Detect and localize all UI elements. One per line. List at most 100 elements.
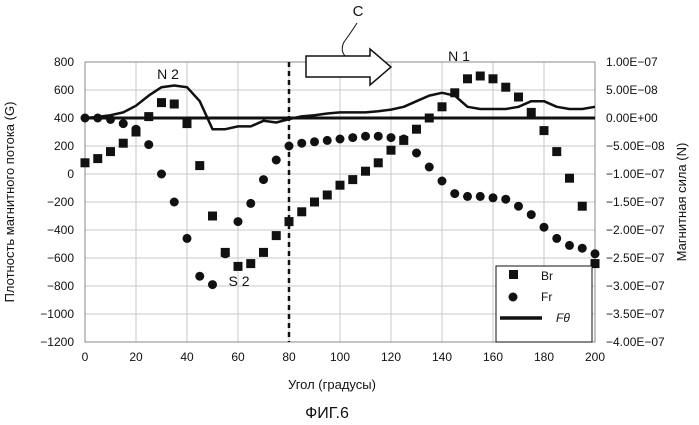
y-tick-label: −1200 [40,335,74,349]
br-point [425,114,434,123]
br-point [450,88,459,97]
br-point [387,146,396,155]
fr-point [540,223,549,232]
y2-tick-label: −1.50E−07 [606,195,665,209]
y2-tick-label: −3.00E−07 [606,279,665,293]
fr-point [81,114,90,123]
br-point [144,112,153,121]
x-tick-label: 60 [231,350,245,364]
y2-tick-label: −4.00E−07 [606,335,665,349]
br-point [81,158,90,167]
fr-point [412,149,421,158]
br-point [463,74,472,83]
x-tick-label: 80 [282,350,296,364]
fr-point [144,140,153,149]
legend: Br Fr Fθ [496,266,592,342]
br-point [234,262,243,271]
fr-point [591,249,600,258]
fr-point [259,175,268,184]
x-tick-label: 20 [129,350,143,364]
br-point [361,167,370,176]
br-point [93,154,102,163]
fr-point [450,189,459,198]
fr-point [476,192,485,201]
fr-point [234,217,243,226]
br-point [195,161,204,170]
fr-point [297,139,306,148]
fr-point [438,177,447,186]
fr-point [348,133,357,142]
br-point [246,259,255,268]
y-tick-label: −400 [47,223,74,237]
annotation-c: C [353,3,364,20]
y-tick-label: −1000 [40,307,74,321]
br-point [336,181,345,190]
fr-point [425,163,434,172]
fr-point [272,156,281,165]
fr-point [208,280,217,289]
fr-point [221,249,230,258]
br-point [170,100,179,109]
fr-point [527,210,536,219]
fr-point [323,136,332,145]
fr-point [183,234,192,243]
br-point [348,175,357,184]
fr-point [170,198,179,207]
annotation-s2: S 2 [228,273,249,289]
fr-point [132,125,141,134]
y-axis-label: Плотность магнитного потока (G) [2,102,17,303]
br-point [310,198,319,207]
y-tick-labels: 8006004002000−200−400−600−800−1000−1200 [40,55,74,349]
x-tick-label: 160 [483,350,503,364]
br-point [208,212,217,221]
fr-point [119,119,128,128]
br-point [106,147,115,156]
br-point [565,174,574,183]
legend-ftheta-label: Fθ [556,311,570,325]
fr-point [374,132,383,141]
direction-arrow [306,49,391,85]
fr-point [514,202,523,211]
y2-tick-labels: 1.00E−075.00E−080.00E+00−5.00E−08−1.00E−… [606,55,665,349]
br-point [489,74,498,83]
br-point [259,248,268,257]
fr-point [552,234,561,243]
figure-caption: ФИГ.6 [305,405,349,422]
y2-tick-label: 0.00E+00 [606,111,658,125]
br-point [540,126,549,135]
y2-tick-label: −2.00E−07 [606,223,665,237]
x-tick-label: 40 [180,350,194,364]
annotation-n1: N 1 [448,48,470,64]
y2-tick-label: −1.00E−07 [606,167,665,181]
y-tick-label: −800 [47,279,74,293]
fr-point [578,244,587,253]
x-tick-label: 120 [381,350,401,364]
br-point [323,191,332,200]
x-tick-label: 180 [534,350,554,364]
y2-axis-label: Магнитная сила (N) [674,143,689,262]
fr-point [565,241,574,250]
y2-tick-label: 5.00E−08 [606,83,658,97]
fr-point [361,132,370,141]
arrow-leader [342,23,357,56]
annotation-n2: N 2 [157,66,179,82]
y-tick-label: −200 [47,195,74,209]
x-axis-label: Угол (градусы) [288,377,376,392]
fr-point [463,192,472,201]
fr-point [387,133,396,142]
br-point [157,98,166,107]
y-tick-label: 800 [54,55,74,69]
br-point [514,93,523,102]
y2-tick-label: 1.00E−07 [606,55,658,69]
x-tick-label: 200 [585,350,605,364]
y-tick-label: 200 [54,139,74,153]
x-tick-label: 100 [330,350,350,364]
br-point [438,102,447,111]
y-tick-label: 0 [67,167,74,181]
fr-point [399,135,408,144]
fr-point [246,199,255,208]
y-tick-label: 600 [54,83,74,97]
legend-br-marker [509,270,518,279]
x-tick-label: 140 [432,350,452,364]
y2-tick-label: −3.50E−07 [606,307,665,321]
